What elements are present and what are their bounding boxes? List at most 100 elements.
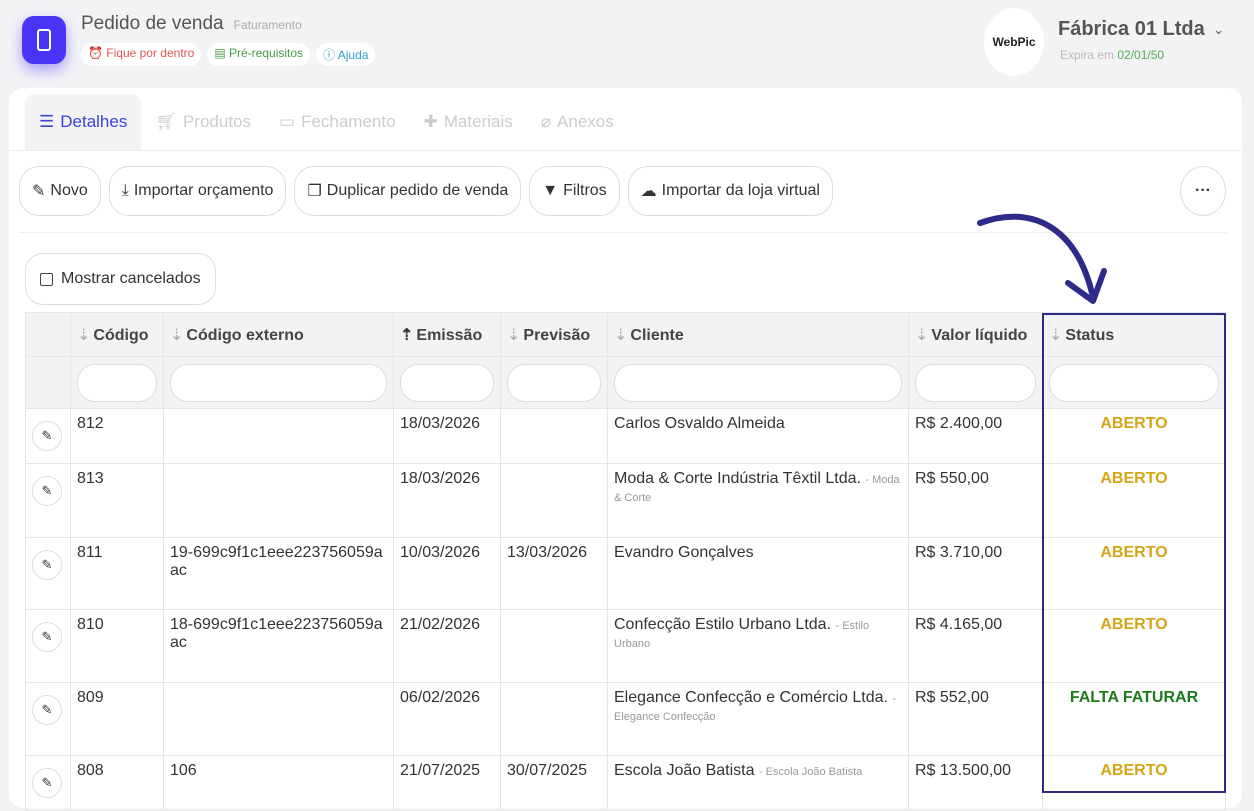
status-badge: ABERTO [1042, 755, 1226, 811]
edit-icon[interactable]: ✎ [32, 622, 62, 652]
cell-codigo: 811 [70, 537, 164, 610]
expira-label: Expira em [1060, 48, 1115, 62]
button-label: Filtros [563, 182, 607, 199]
cart-icon: 🛒︎ [155, 112, 177, 131]
filter-externo-input[interactable] [170, 363, 387, 402]
tab-label: Produtos [182, 112, 251, 131]
table-row: ✎ 812 18/03/2026 Carlos Osvaldo Almeida … [25, 408, 1226, 464]
cliente-alias: - Estilo Urbano [614, 620, 870, 650]
cliente-name: Escola João Batista [614, 762, 755, 779]
button-label: Duplicar pedido de venda [326, 182, 509, 199]
cell-previsao: 13/03/2026 [500, 537, 608, 610]
cell-cliente: Elegance Confecção e Comércio Ltda. - El… [607, 682, 909, 756]
pencil-icon: ✎ [32, 183, 46, 200]
cell-emissao: 06/02/2026 [393, 682, 501, 756]
company-bar[interactable]: Fábrica 01 Ltda ⌄ [1058, 18, 1224, 41]
tab-fechamento[interactable]: ▭ Fechamento [265, 94, 410, 150]
filter-status-input[interactable] [1049, 363, 1219, 402]
col-status[interactable]: ⇣ Status [1042, 312, 1226, 357]
col-previsao[interactable]: ⇣ Previsão [500, 312, 608, 357]
cell-codigo: 810 [70, 609, 164, 683]
cloud-download-icon: ☁ [640, 183, 657, 200]
company-selector[interactable]: Fábrica 01 Ltda [1058, 18, 1205, 40]
cell-valor: R$ 550,00 [908, 463, 1043, 538]
tab-anexos[interactable]: ⌀ Anexos [527, 94, 628, 150]
cell-emissao: 18/03/2026 [393, 408, 501, 464]
fique-por-dentro-chip[interactable]: ⏰ Fique por dentro [81, 43, 202, 66]
page-title: Pedido de venda [81, 13, 224, 34]
cell-valor: R$ 552,00 [908, 682, 1043, 756]
cell-externo [163, 463, 394, 538]
col-emissao[interactable]: ⇡ Emissão [393, 312, 501, 357]
mostrar-cancelados-checkbox[interactable]: Mostrar cancelados [25, 253, 216, 305]
cell-previsao: 30/07/2025 [500, 755, 608, 811]
expira-date: 02/01/50 [1117, 48, 1165, 62]
filter-emissao-input[interactable] [400, 363, 494, 402]
chip-label: Fique por dentro [106, 46, 195, 60]
status-badge: FALTA FATURAR [1042, 682, 1226, 756]
cell-cliente: Escola João Batista - Escola João Batist… [607, 755, 909, 811]
header-row: ⇣ Código ⇣ Código externo ⇡ Emissão ⇣ Previs… [25, 312, 1226, 357]
tab-detalhes[interactable]: ☰ Detalhes [25, 94, 142, 150]
status-badge: ABERTO [1042, 609, 1226, 683]
cell-codigo: 809 [70, 682, 164, 756]
table-row: ✎ 809 06/02/2026 Elegance Confecção e Co… [25, 682, 1226, 756]
importar-loja-button[interactable]: ☁ Importar da loja virtual [627, 166, 833, 216]
col-codigo[interactable]: ⇣ Código [70, 312, 164, 357]
cell-previsao [500, 609, 608, 683]
col-codigo-externo[interactable]: ⇣ Código externo [163, 312, 394, 357]
novo-button[interactable]: ✎ Novo [19, 166, 101, 216]
cliente-alias: - Moda & Corte [614, 474, 900, 504]
filter-row [25, 356, 1226, 409]
app-icon [22, 16, 66, 64]
cliente-name: Moda & Corte Indústria Têxtil Ltda. [614, 470, 861, 487]
table-row: ✎ 811 19-699c9f1c1eee223756059aac 10/03/… [25, 537, 1226, 610]
toolbar: ✎ Novo ⤓ Importar orçamento ❐ Duplicar pedi… [19, 166, 833, 216]
paperclip-icon: ⌀ [540, 112, 552, 131]
chip-label: Ajuda [337, 48, 369, 62]
status-badge: ABERTO [1042, 463, 1226, 538]
cell-externo: 106 [163, 755, 394, 811]
ajuda-chip[interactable]: ⓘ Ajuda [316, 43, 376, 66]
cell-emissao: 10/03/2026 [393, 537, 501, 610]
more-options-button[interactable]: ··· [1180, 166, 1226, 216]
cell-cliente: Moda & Corte Indústria Têxtil Ltda. - Mo… [607, 463, 909, 538]
importar-orcamento-button[interactable]: ⤓ Importar orçamento [108, 166, 287, 216]
filter-valor-input[interactable] [915, 363, 1036, 402]
cell-emissao: 21/02/2026 [393, 609, 501, 683]
pre-requisitos-chip[interactable]: ▤ Pré-requisitos [207, 43, 311, 66]
company-logo: WebPic [984, 8, 1044, 76]
list-icon: ☰ [39, 112, 55, 131]
copy-icon: ❐ [307, 183, 322, 200]
annotation-arrow-icon [977, 213, 1107, 304]
filtros-button[interactable]: ▼ Filtros [529, 166, 620, 216]
tab-label: Fechamento [301, 112, 396, 131]
chevron-down-icon[interactable]: ⌄ [1212, 21, 1225, 37]
tab-label: Anexos [557, 112, 614, 131]
cliente-name: Elegance Confecção e Comércio Ltda. [614, 689, 888, 706]
tab-materiais[interactable]: ✚ Materiais [410, 94, 527, 150]
orders-table: ⇣ Código ⇣ Código externo ⇡ Emissão ⇣ Previs… [25, 312, 1226, 811]
status-badge: ABERTO [1042, 408, 1226, 464]
status-badge: ABERTO [1042, 537, 1226, 610]
checkbox-icon [40, 272, 53, 286]
tab-produtos[interactable]: 🛒︎ Produtos [141, 94, 265, 150]
edit-icon[interactable]: ✎ [32, 695, 62, 725]
cliente-alias: - Escola João Batista [758, 766, 863, 778]
cliente-name: Carlos Osvaldo Almeida [614, 415, 785, 432]
duplicar-button[interactable]: ❐ Duplicar pedido de venda [294, 166, 522, 216]
cliente-alias: - Elegance Confecção [614, 693, 897, 723]
col-valor[interactable]: ⇣ Valor líquido [908, 312, 1043, 357]
title-bar: Pedido de venda Faturamento [81, 13, 302, 35]
cell-previsao [500, 463, 608, 538]
col-cliente[interactable]: ⇣ Cliente [607, 312, 909, 357]
filter-codigo-input[interactable] [77, 363, 157, 402]
edit-icon[interactable]: ✎ [32, 476, 62, 506]
filter-cliente-input[interactable] [614, 363, 902, 402]
filter-previsao-input[interactable] [507, 363, 601, 402]
edit-icon[interactable]: ✎ [32, 550, 62, 580]
cell-cliente: Confecção Estilo Urbano Ltda. - Estilo U… [607, 609, 909, 683]
edit-icon[interactable]: ✎ [32, 421, 62, 451]
cell-externo: 18-699c9f1c1eee223756059aac [163, 609, 394, 683]
cell-codigo: 813 [70, 463, 164, 538]
